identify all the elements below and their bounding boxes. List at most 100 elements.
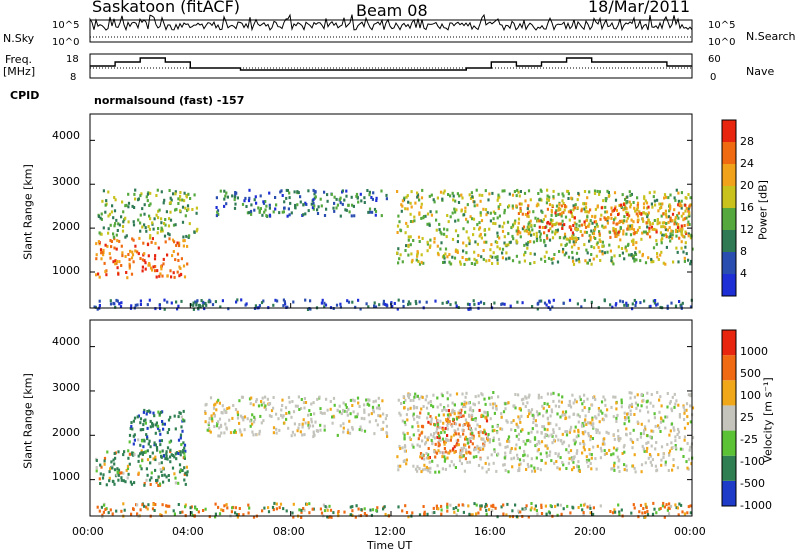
- power-cell: [304, 212, 307, 216]
- velocity-cell: [145, 433, 148, 437]
- power-cell: [233, 198, 236, 202]
- velocity-cell: [568, 399, 571, 403]
- velocity-cell: [179, 469, 182, 473]
- right-count-tick-top: 10^5: [708, 20, 736, 31]
- velocity-cell: [311, 507, 314, 511]
- velocity-cell: [569, 428, 572, 432]
- power-cell: [548, 195, 551, 199]
- power-cell: [642, 211, 645, 215]
- power-cell: [621, 251, 624, 255]
- velocity-cell: [563, 413, 567, 417]
- power-cell: [514, 219, 517, 223]
- velocity-cell: [216, 422, 219, 425]
- velocity-cell: [363, 512, 366, 515]
- velocity-cell: [485, 419, 489, 423]
- velocity-cell: [412, 398, 415, 402]
- power-cell: [101, 199, 104, 203]
- power-cell: [674, 218, 677, 222]
- velocity-cell: [471, 442, 474, 446]
- velocity-cell: [452, 447, 455, 451]
- velocity-cell: [664, 426, 667, 430]
- velocity-colorbar-tick: -25: [740, 433, 758, 446]
- power-cell: [166, 274, 169, 278]
- velocity-cell: [564, 417, 567, 421]
- velocity-cell: [136, 503, 139, 507]
- velocity-cell: [402, 395, 405, 399]
- velocity-cell: [534, 423, 537, 427]
- velocity-cell: [542, 425, 545, 429]
- velocity-cell: [238, 421, 241, 425]
- velocity-cell: [140, 451, 143, 455]
- velocity-cell: [534, 504, 537, 508]
- power-cell: [264, 200, 267, 203]
- power-cell: [128, 258, 131, 262]
- velocity-cell: [171, 454, 175, 457]
- power-cell: [374, 210, 378, 213]
- velocity-cell: [234, 506, 237, 510]
- velocity-cell: [208, 515, 211, 519]
- velocity-cell: [316, 429, 319, 433]
- velocity-cell: [577, 506, 580, 509]
- velocity-cell: [458, 455, 461, 459]
- power-cell: [465, 251, 468, 255]
- power-cell: [565, 237, 568, 241]
- velocity-cell: [505, 419, 508, 423]
- power-cell: [683, 256, 686, 260]
- velocity-cell: [180, 415, 183, 419]
- velocity-cell: [463, 469, 466, 473]
- velocity-cell: [120, 476, 123, 480]
- power-cell: [413, 215, 416, 219]
- power-cell: [294, 206, 297, 210]
- velocity-cell: [552, 399, 555, 403]
- velocity-cell: [303, 406, 306, 410]
- velocity-cell: [143, 483, 146, 487]
- power-cell: [571, 256, 574, 260]
- velocity-cell: [169, 448, 172, 452]
- velocity-cell: [137, 438, 140, 442]
- velocity-cell: [453, 403, 456, 407]
- power-cell: [519, 235, 522, 239]
- power-cell: [533, 252, 536, 256]
- power-cell: [468, 242, 471, 246]
- velocity-cell: [558, 427, 561, 431]
- velocity-cell: [156, 448, 159, 452]
- power-cell: [138, 236, 141, 240]
- velocity-cell: [507, 435, 511, 439]
- velocity-cell: [651, 458, 654, 462]
- velocity-cell: [329, 515, 332, 519]
- power-cell: [179, 198, 182, 202]
- velocity-cell: [351, 509, 354, 513]
- power-cell: [537, 192, 540, 195]
- velocity-cell: [298, 508, 301, 512]
- power-cell: [612, 221, 615, 225]
- power-cell: [609, 249, 612, 253]
- velocity-cell: [120, 471, 123, 475]
- power-cell: [114, 305, 117, 309]
- velocity-colorbar-frame: [721, 329, 737, 507]
- velocity-cell: [448, 412, 451, 416]
- velocity-cell: [468, 426, 472, 430]
- velocity-cell: [208, 427, 211, 430]
- power-cell: [527, 240, 530, 244]
- power-cell: [660, 225, 663, 229]
- velocity-cell: [568, 415, 571, 419]
- power-cell: [598, 249, 601, 253]
- velocity-cell: [514, 447, 517, 451]
- velocity-cell: [658, 507, 661, 511]
- velocity-cell: [128, 452, 131, 456]
- velocity-cell: [553, 461, 556, 465]
- nsearch-label: N.Search: [746, 30, 796, 43]
- velocity-cell: [218, 434, 221, 438]
- power-cell: [676, 250, 679, 254]
- velocity-cell: [405, 462, 408, 466]
- velocity-cell: [437, 507, 440, 511]
- velocity-cell: [95, 469, 98, 473]
- velocity-cell: [565, 448, 568, 452]
- velocity-cell: [530, 457, 533, 461]
- power-cell: [171, 238, 175, 242]
- velocity-cell: [458, 409, 461, 413]
- power-cell: [519, 210, 522, 213]
- power-cell: [465, 217, 468, 221]
- velocity-cell: [211, 419, 214, 423]
- velocity-cell: [527, 395, 530, 399]
